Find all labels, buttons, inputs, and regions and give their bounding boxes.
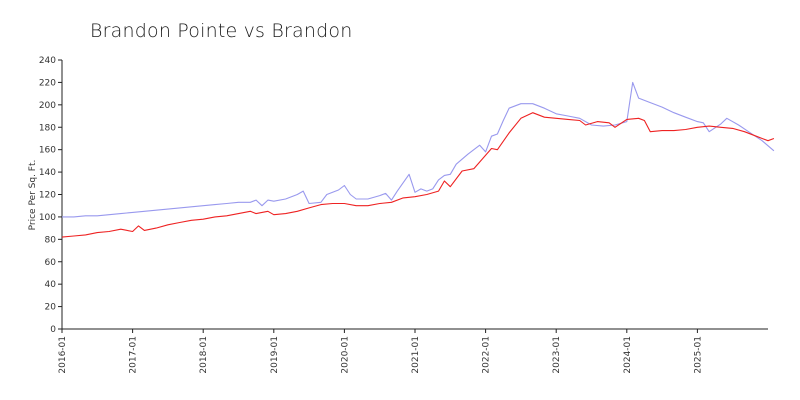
chart-title: Brandon Pointe vs Brandon (90, 20, 353, 42)
x-tick-label: 2023-01 (552, 336, 562, 374)
x-tick-label: 2019-01 (270, 336, 280, 374)
x-tick-label: 2025-01 (693, 336, 703, 374)
series-line-2 (61, 112, 775, 238)
y-tick-label: 60 (45, 258, 57, 268)
x-tick-label: 2017-01 (129, 336, 139, 374)
y-tick-label: 80 (45, 235, 57, 245)
series-group (61, 81, 775, 238)
series-line-1 (62, 81, 775, 218)
axes: 0 20 40 60 80 100 120 140 160 180 200 220 240 2016-01… (39, 56, 768, 374)
x-tick-label: 2018-01 (199, 336, 209, 374)
y-tick-label: 0 (50, 325, 56, 335)
y-tick-label: 20 (45, 303, 57, 313)
y-tick-label: 200 (39, 101, 56, 111)
x-tick-label: 2021-01 (411, 336, 421, 374)
x-tick-label: 2020-01 (340, 336, 350, 374)
x-tick-label: 2016-01 (58, 336, 68, 374)
y-tick-label: 220 (39, 78, 56, 88)
y-tick-label: 160 (39, 146, 56, 156)
x-tick-label: 2024-01 (623, 336, 633, 374)
y-tick-label: 40 (45, 280, 57, 290)
y-tick-label: 180 (39, 123, 56, 133)
y-tick-label: 120 (39, 191, 56, 201)
y-tick-label: 240 (39, 56, 56, 66)
y-tick-label: 100 (39, 213, 56, 223)
y-axis-label: Price Per Sq. Ft. (28, 160, 38, 231)
y-tick-label: 140 (39, 168, 56, 178)
x-tick-label: 2022-01 (482, 336, 492, 374)
